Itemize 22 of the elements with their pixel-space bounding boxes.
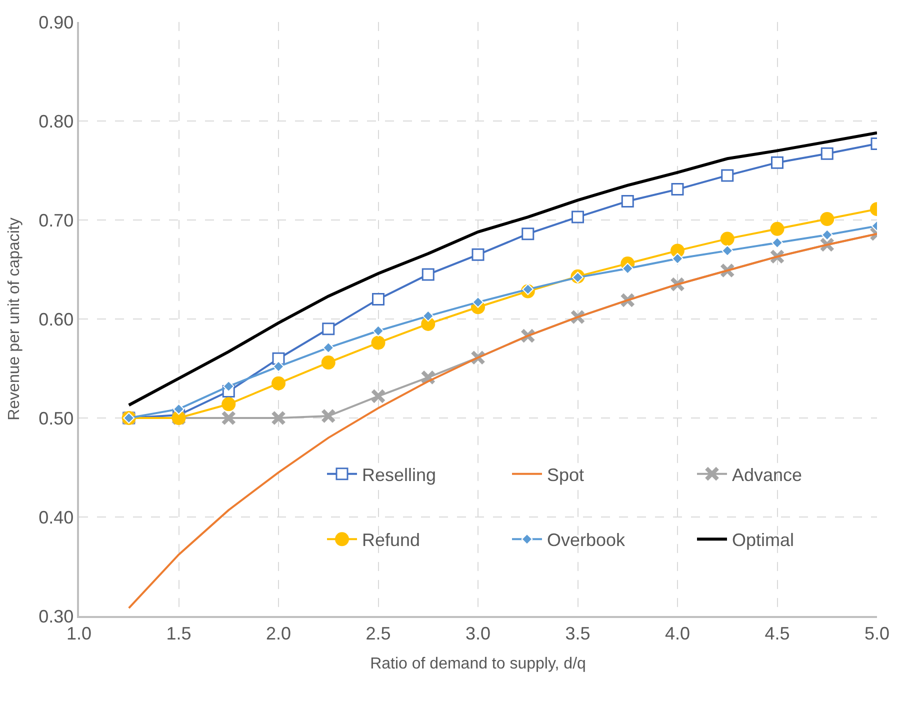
y-tick-label: 0.50 xyxy=(38,408,74,428)
legend-label: Reselling xyxy=(362,464,436,485)
y-axis-title: Revenue per unit of capacity xyxy=(6,218,24,420)
y-tick-label: 0.80 xyxy=(38,111,74,132)
legend-label: Optimal xyxy=(732,530,794,550)
legend-label: Advance xyxy=(732,464,802,485)
x-tick-label: 2.0 xyxy=(266,623,292,644)
legend-label: Spot xyxy=(547,464,584,485)
x-axis-title: Ratio of demand to supply, d/q xyxy=(370,656,586,673)
y-tick-label: 0.90 xyxy=(38,12,74,32)
legend-label: Refund xyxy=(362,530,420,550)
y-tick-label: 0.40 xyxy=(38,507,74,528)
x-tick-label: 5.0 xyxy=(864,623,890,644)
x-tick-label: 3.0 xyxy=(465,623,491,644)
y-tick-label: 0.60 xyxy=(38,309,74,330)
x-tick-label: 2.5 xyxy=(366,623,391,644)
x-tick-label: 1.5 xyxy=(166,623,192,644)
x-tick-label: 4.0 xyxy=(664,623,690,644)
legend-label: Overbook xyxy=(547,530,626,550)
y-tick-label: 0.70 xyxy=(38,210,74,230)
x-tick-label: 4.5 xyxy=(764,623,790,644)
x-tick-label: 3.5 xyxy=(565,623,590,644)
